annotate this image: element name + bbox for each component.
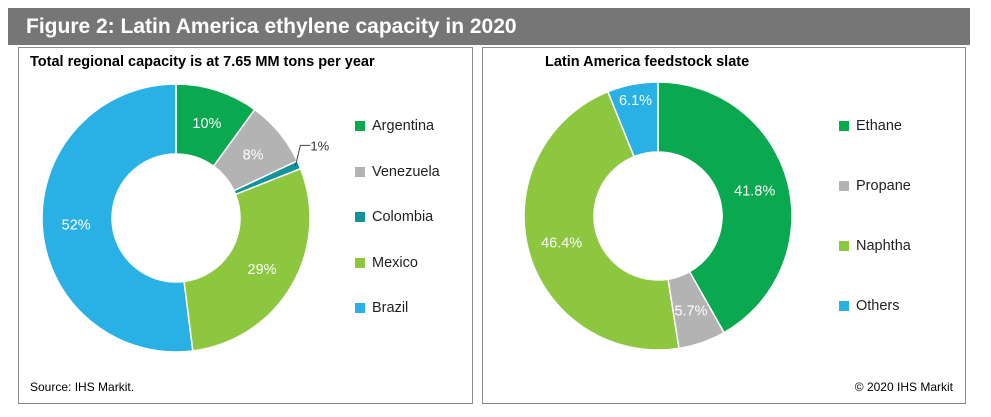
legend-label: Others [856,298,900,314]
capacity-chart-title: Total regional capacity is at 7.65 MM to… [30,54,375,70]
legend-swatch [355,303,365,313]
slice-label-naphtha: 46.4% [541,236,582,252]
legend-swatch [839,301,849,311]
capacity-donut-chart: 10% 8% 1% 29% 52% [41,83,330,353]
slice-label-brazil: 52% [62,217,91,233]
legend-swatch [355,166,365,177]
legend-label: Propane [856,178,911,194]
slice-ethane [657,81,793,334]
slice-label-others: 6.1% [619,93,652,109]
legend-swatch [839,181,849,191]
slice-label-argentina: 10% [192,116,221,132]
legend-label: Venezuela [372,163,440,180]
legend-swatch [355,121,365,131]
feedstock-panel: Latin America feedstock slate 41.8% 5.7% 4… [482,47,966,404]
slice-label-propane: 5.7% [674,303,707,319]
legend-swatch [839,241,849,251]
source-note: Source: IHS Markit. [30,380,135,394]
legend-label: Mexico [372,254,418,271]
legend-swatch [355,212,365,222]
slice-naphtha [523,90,680,351]
slice-others [606,81,659,158]
leader-line-colombia [294,144,311,167]
copyright-note: © 2020 IHS Markit [854,380,953,394]
slice-mexico [183,167,311,352]
feedstock-donut-chart: 41.8% 5.7% 46.4% 6.1% [523,81,793,351]
slice-label-colombia: 1% [310,138,329,153]
slice-label-mexico: 29% [248,262,277,278]
slice-brazil [41,83,194,353]
legend-label: Ethane [856,118,902,134]
legend-swatch [355,257,365,268]
legend-label: Argentina [372,118,435,134]
legend-label: Brazil [372,300,409,316]
legend-label: Naphtha [856,238,911,254]
slice-label-venezuela: 8% [243,147,264,163]
figure-title: Figure 2: Latin America ethylene capacit… [8,8,970,45]
slice-label-ethane: 41.8% [734,184,775,200]
feedstock-chart-title: Latin America feedstock slate [545,54,750,70]
legend-swatch [839,121,849,131]
legend-label: Colombia [372,209,434,225]
capacity-panel: Total regional capacity is at 7.65 MM to… [18,47,473,404]
